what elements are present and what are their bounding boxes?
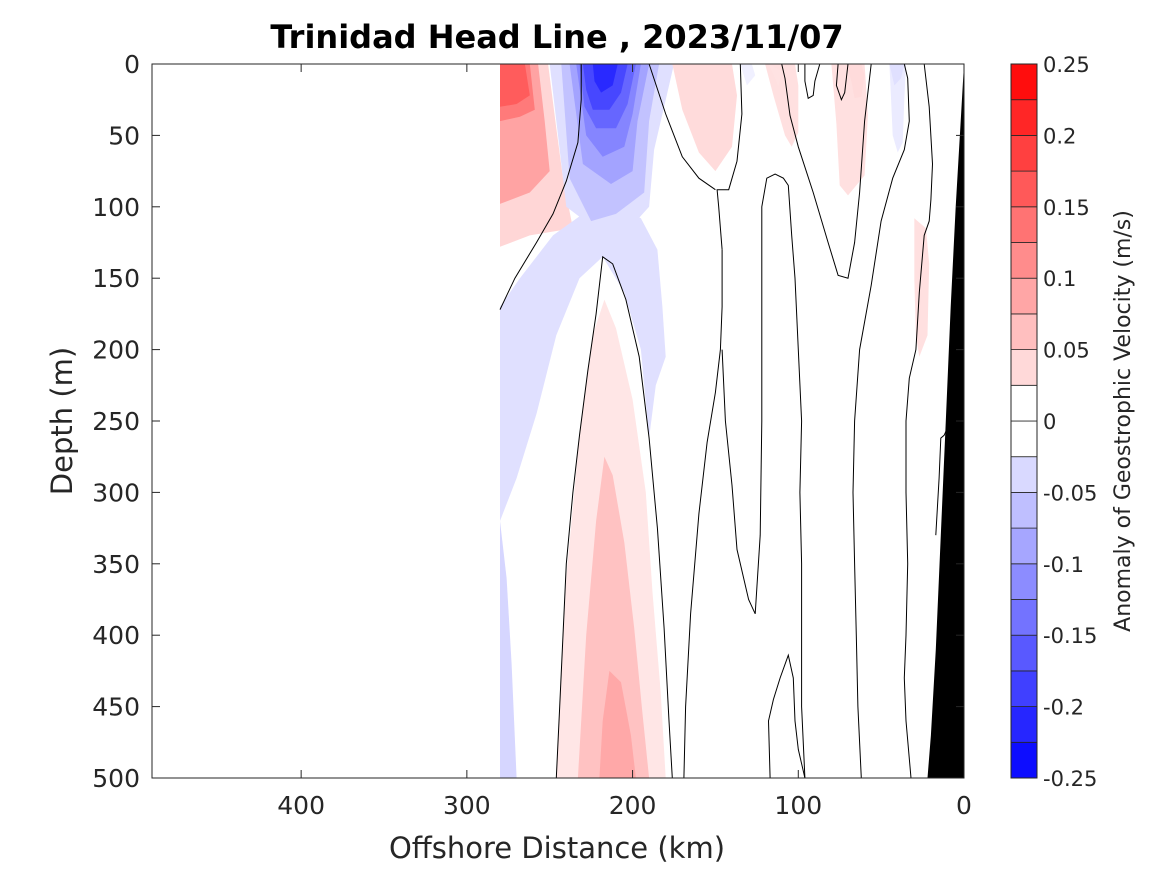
colorbar-tick-label: 0.25 bbox=[1043, 53, 1090, 77]
y-tick-label: 450 bbox=[92, 693, 140, 722]
y-tick-label: 100 bbox=[92, 193, 140, 222]
contour-fill-band bbox=[889, 64, 906, 153]
zero-contour-line bbox=[555, 255, 673, 778]
x-tick-label: 200 bbox=[609, 791, 657, 820]
colorbar-cell bbox=[1010, 527, 1038, 565]
zero-contour-line bbox=[721, 173, 806, 778]
bathymetry-shelf bbox=[927, 64, 964, 778]
y-tick-label: 250 bbox=[92, 407, 140, 436]
plot-area bbox=[151, 63, 965, 779]
y-axis-label: Depth (m) bbox=[45, 347, 79, 495]
zero-contour-line bbox=[804, 64, 821, 100]
zero-contour-line bbox=[499, 64, 582, 310]
y-tick-label: 350 bbox=[92, 550, 140, 579]
zero-contour-line bbox=[935, 427, 948, 536]
colorbar-cell bbox=[1010, 134, 1038, 172]
colorbar-label: Anomaly of Geostrophic Velocity (m/s) bbox=[1111, 210, 1136, 632]
colorbar-cells bbox=[1010, 63, 1038, 779]
colorbar-tick-label: 0.05 bbox=[1043, 339, 1090, 363]
y-tick-label: 150 bbox=[92, 264, 140, 293]
chart-title: Trinidad Head Line , 2023/11/07 bbox=[270, 18, 843, 56]
zero-contour-line bbox=[852, 64, 910, 778]
colorbar-cell bbox=[1010, 384, 1038, 422]
colorbar-tick-label: 0.1 bbox=[1043, 267, 1076, 291]
colorbar-cell bbox=[1010, 349, 1038, 386]
y-tick-label: 50 bbox=[108, 121, 140, 150]
colorbar-cell bbox=[1010, 277, 1038, 315]
x-tick-label: 0 bbox=[956, 791, 972, 820]
x-axis: 400 300 200 100 0 bbox=[277, 64, 972, 820]
colorbar-tick-label: -0.15 bbox=[1043, 624, 1097, 648]
y-axis: 0 50 100 150 200 250 300 350 400 450 500 bbox=[92, 50, 964, 793]
colorbar-cell bbox=[1010, 599, 1038, 636]
colorbar-cell bbox=[1010, 491, 1038, 529]
contour-fill-band bbox=[500, 64, 530, 107]
x-axis-label: Offshore Distance (km) bbox=[389, 831, 725, 865]
zero-contour-line bbox=[648, 64, 716, 191]
colorbar-tick-label: -0.25 bbox=[1043, 767, 1097, 791]
colorbar-cell bbox=[1010, 634, 1038, 672]
contour-fill-band bbox=[500, 521, 517, 778]
colorbar-cell bbox=[1010, 63, 1038, 101]
colorbar-cell bbox=[1010, 706, 1038, 743]
colorbar: -0.25 -0.2 -0.15 -0.1 -0.05 0 0.05 0.1 0.15 0.2 0.… bbox=[1010, 53, 1136, 791]
colorbar-cell bbox=[1010, 313, 1038, 350]
contour-fill-band bbox=[765, 64, 799, 147]
colorbar-ticks: -0.25 -0.2 -0.15 -0.1 -0.05 0 0.05 0.1 0.15 0.2 0.… bbox=[1043, 53, 1097, 791]
x-tick-label: 100 bbox=[774, 791, 822, 820]
contour-fill-band bbox=[500, 206, 666, 522]
zero-contour-line bbox=[903, 64, 934, 778]
colorbar-cell bbox=[1010, 670, 1038, 708]
colorbar-cell bbox=[1010, 741, 1038, 779]
colorbar-cell bbox=[1010, 99, 1038, 136]
contour-fill-band bbox=[672, 64, 737, 172]
contour-fill-band bbox=[592, 64, 618, 93]
colorbar-tick-label: 0.15 bbox=[1043, 196, 1090, 220]
colorbar-cell bbox=[1010, 456, 1038, 493]
x-tick-label: 400 bbox=[277, 791, 325, 820]
contour-fills bbox=[500, 64, 930, 778]
y-tick-label: 200 bbox=[92, 336, 140, 365]
y-tick-label: 0 bbox=[124, 50, 140, 79]
colorbar-cell bbox=[1010, 242, 1038, 279]
zero-contour-line bbox=[683, 249, 723, 778]
y-tick-label: 400 bbox=[92, 621, 140, 650]
zero-contour-line bbox=[716, 64, 743, 250]
colorbar-cell bbox=[1010, 206, 1038, 243]
zero-contour-line bbox=[835, 64, 849, 102]
x-tick-label: 300 bbox=[443, 791, 491, 820]
contour-fill-band bbox=[846, 64, 865, 99]
contour-fill-band bbox=[740, 64, 756, 86]
zero-contour-lines bbox=[499, 64, 948, 778]
colorbar-frame bbox=[1010, 63, 1038, 779]
colorbar-tick-label: -0.05 bbox=[1043, 481, 1097, 505]
zero-contour-line bbox=[767, 653, 806, 778]
colorbar-tick-label: -0.1 bbox=[1043, 553, 1084, 577]
contour-fill-band bbox=[599, 670, 636, 778]
colorbar-cell bbox=[1010, 170, 1038, 208]
colorbar-tick-label: 0 bbox=[1043, 410, 1056, 434]
colorbar-cell bbox=[1010, 563, 1038, 600]
contour-fill-band bbox=[768, 64, 782, 87]
contour-fill-band bbox=[577, 456, 650, 778]
contour-fill-band bbox=[889, 64, 905, 86]
y-tick-label: 300 bbox=[92, 478, 140, 507]
y-tick-label: 500 bbox=[92, 764, 140, 793]
colorbar-tick-label: -0.2 bbox=[1043, 696, 1084, 720]
colorbar-cell bbox=[1010, 420, 1038, 458]
zero-contour-line bbox=[781, 64, 872, 279]
colorbar-tick-label: 0.2 bbox=[1043, 124, 1076, 148]
